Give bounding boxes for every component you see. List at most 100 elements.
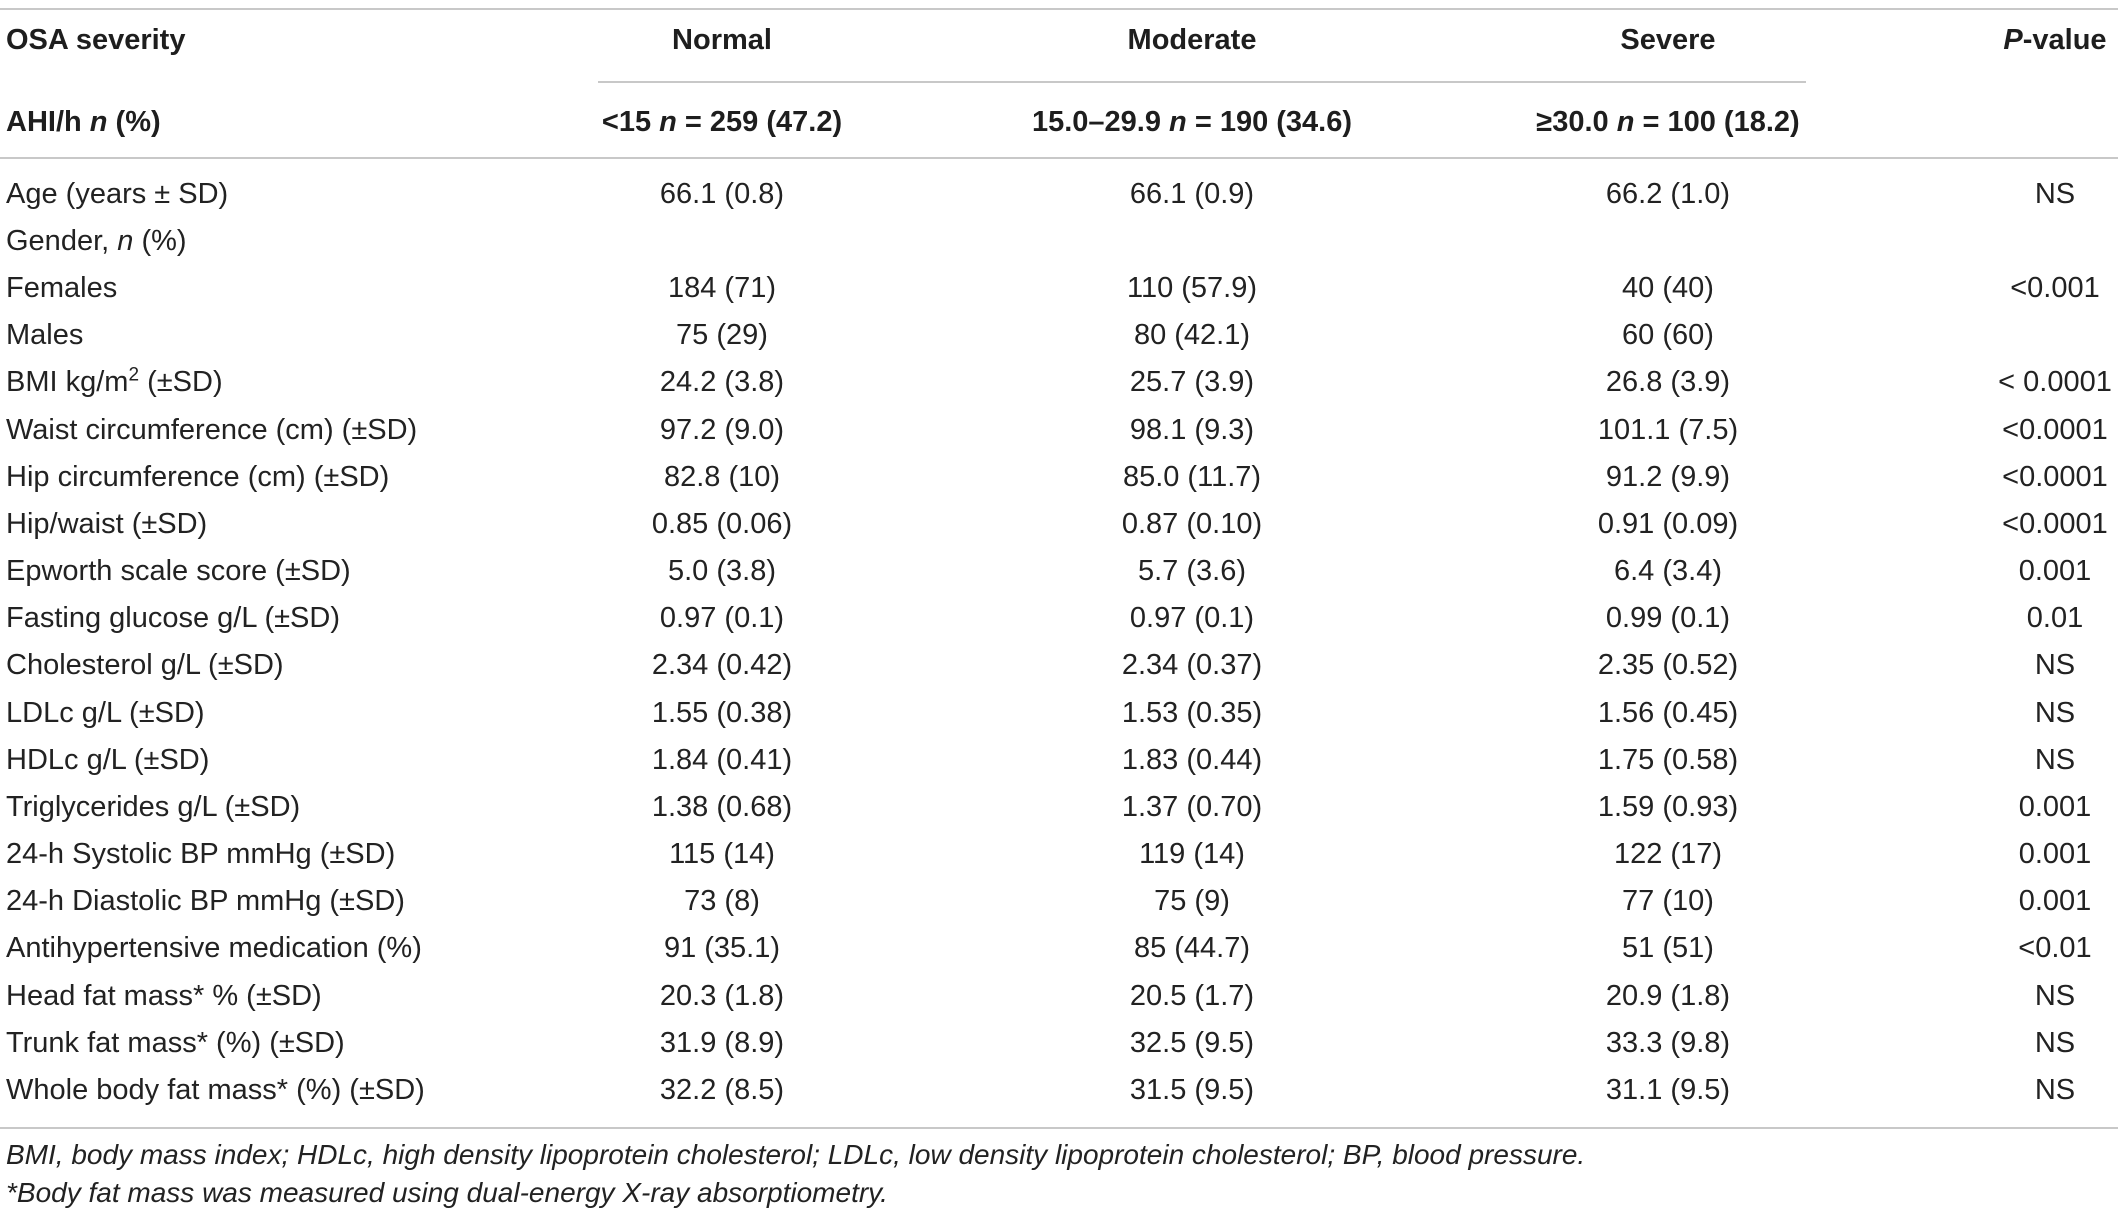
header-severe-n-italic: n [1616,106,1635,138]
bottom-rule [0,1127,2118,1129]
cell-moderate: 5.7 (3.6) [1138,555,1246,587]
cell-moderate: 119 (14) [1139,838,1245,870]
cell-p-value: <0.0001 [2002,461,2108,493]
cell-p-value: NS [2034,980,2076,1012]
header-normal-n-italic: n [659,106,677,138]
cell-moderate: 85 (44.7) [1133,932,1251,964]
row-label-gender: Gender, n (%) [6,221,187,261]
cell-moderate: 25.7 (3.9) [1129,366,1255,398]
bmi-sd: (±SD) [139,366,223,398]
cell-normal: 75 (29) [676,319,768,351]
row-label-age: Age (years ± SD) [6,178,229,210]
cell-severe: 60 (60) [1622,319,1714,351]
cell-normal: 1.38 (0.68) [651,791,793,823]
cell-p-value: NS [2034,649,2076,681]
cell-severe: 1.56 (0.45) [1597,697,1739,729]
header-p-value: P-value [1960,20,2118,60]
cell-p-value: 0.001 [2018,791,2092,823]
row-label-males: Males [6,319,84,351]
cell-severe: 1.75 (0.58) [1597,744,1739,776]
row-label-glucose: Fasting glucose g/L (±SD) [6,602,340,634]
cell-p-value: <0.0001 [2002,508,2108,540]
header-severe: Severe [1620,24,1716,56]
gender-pct: (%) [133,225,187,257]
cell-severe: 77 (10) [1622,885,1714,917]
header-moderate-n: 15.0–29.9 n = 190 (34.6) [1012,102,1372,142]
cell-p-value: NS [2034,1074,2076,1106]
cell-moderate: 1.37 (0.70) [1121,791,1263,823]
cell-moderate: 1.83 (0.44) [1121,744,1263,776]
footnote-abbreviations: BMI, body mass index; HDLc, high density… [6,1139,1586,1170]
row-label-hip-waist: Hip/waist (±SD) [6,508,208,540]
header-moderate-n-italic: n [1169,106,1187,138]
row-label-triglycerides: Triglycerides g/L (±SD) [6,791,301,823]
header-rule [0,157,2118,159]
cell-severe: 0.99 (0.1) [1605,602,1731,634]
row-label-systolic: 24-h Systolic BP mmHg (±SD) [6,838,396,870]
cell-moderate: 32.5 (9.5) [1129,1027,1255,1059]
cell-normal: 82.8 (10) [663,461,781,493]
cell-severe: 101.1 (7.5) [1597,414,1739,446]
cell-moderate: 31.5 (9.5) [1129,1074,1255,1106]
cell-severe: 1.59 (0.93) [1597,791,1739,823]
cell-severe: 31.1 (9.5) [1605,1074,1731,1106]
cell-p-value: NS [2034,178,2076,210]
header-p-rest: -value [2022,24,2107,56]
cell-normal: 184 (71) [667,272,776,304]
cell-p-value: <0.0001 [2002,414,2108,446]
cell-moderate: 85.0 (11.7) [1122,461,1262,493]
cell-severe: 20.9 (1.8) [1605,980,1731,1012]
cell-normal: 5.0 (3.8) [668,555,776,587]
cell-normal: 2.34 (0.42) [651,649,793,681]
cell-moderate: 0.97 (0.1) [1129,602,1255,634]
cell-normal: 91 (35.1) [663,932,781,964]
row-label-waist: Waist circumference (cm) (±SD) [6,414,418,446]
header-ahi-n: n [89,106,108,138]
header-severe-count: = 100 (18.2) [1634,106,1800,138]
header-severe-range: ≥30.0 [1536,106,1617,138]
cell-p-value: 0.01 [2026,602,2084,634]
cell-moderate: 0.87 (0.10) [1121,508,1263,540]
cell-severe: 26.8 (3.9) [1605,366,1731,398]
cell-severe: 33.3 (9.8) [1605,1027,1731,1059]
header-normal-range: <15 [601,106,660,138]
row-label-epworth: Epworth scale score (±SD) [6,555,351,587]
footnote-body-fat: *Body fat mass was measured using dual-e… [6,1177,888,1208]
cell-severe: 0.91 (0.09) [1597,508,1739,540]
cell-severe: 2.35 (0.52) [1597,649,1739,681]
cell-normal: 66.1 (0.8) [659,178,785,210]
cell-p-value: NS [2034,1027,2076,1059]
bmi-text: BMI kg/m [6,366,129,398]
row-label-whole-body-fat: Whole body fat mass* (%) (±SD) [6,1074,425,1106]
row-label-diastolic: 24-h Diastolic BP mmHg (±SD) [6,885,405,917]
cell-moderate: 110 (57.9) [1126,272,1258,304]
row-label-bmi: BMI kg/m2 (±SD) [6,362,223,402]
cell-p-value: 0.001 [2018,555,2092,587]
header-ahi-pct: (%) [107,106,161,138]
cell-normal: 97.2 (9.0) [659,414,785,446]
cell-moderate: 2.34 (0.37) [1121,649,1263,681]
cell-moderate: 80 (42.1) [1133,319,1251,351]
cell-p-value: NS [2034,744,2076,776]
top-rule [0,8,2118,10]
cell-p-value: <0.01 [2018,932,2092,964]
header-moderate-range: 15.0–29.9 [1031,106,1170,138]
cell-severe: 6.4 (3.4) [1614,555,1722,587]
cell-severe: 122 (17) [1613,838,1722,870]
cell-normal: 73 (8) [684,885,760,917]
cell-normal: 20.3 (1.8) [659,980,785,1012]
row-label-head-fat: Head fat mass* % (±SD) [6,980,322,1012]
header-ahi-text: AHI/h [6,106,90,138]
header-ahi: AHI/h n (%) [6,102,161,142]
cell-moderate: 75 (9) [1154,885,1230,917]
header-normal-count: = 259 (47.2) [676,106,843,138]
bmi-sup: 2 [128,364,140,386]
row-label-antihypertensive: Antihypertensive medication (%) [6,932,422,964]
cell-p-value: < 0.0001 [1998,366,2112,398]
cell-moderate: 20.5 (1.7) [1129,980,1255,1012]
cell-p-value: 0.001 [2018,885,2092,917]
gender-n-italic: n [117,225,134,257]
cell-severe: 40 (40) [1622,272,1714,304]
cell-normal: 115 (14) [669,838,775,870]
cell-p-value: <0.001 [2010,272,2100,304]
